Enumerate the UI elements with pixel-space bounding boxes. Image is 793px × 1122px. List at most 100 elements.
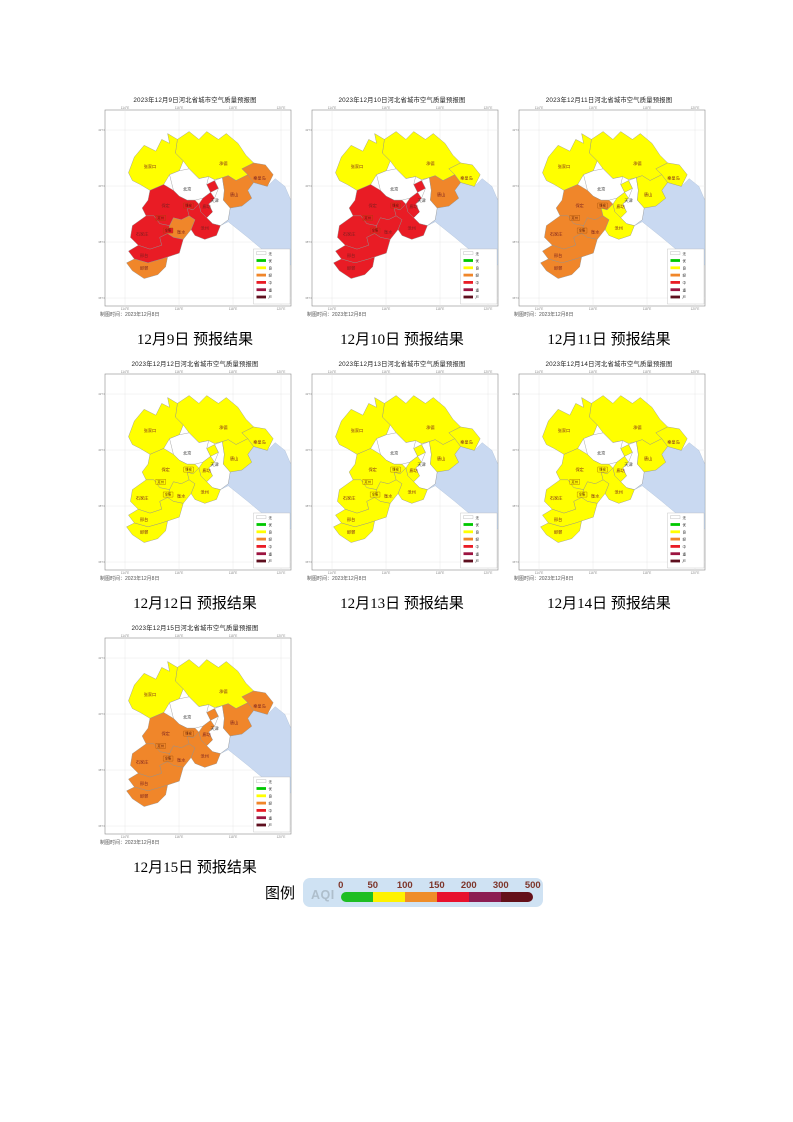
x-tick-label: 114°E [121, 307, 129, 311]
x-tick-label: 116°E [589, 307, 597, 311]
mini-legend-chip [463, 545, 473, 548]
region-label-langfang: 廊坊 [617, 203, 625, 210]
region-label-tianjin: 天津 [210, 197, 218, 204]
mini-legend-chip [463, 266, 473, 270]
region-label-tangshan: 唐山 [644, 191, 652, 198]
mini-legend-label: 良 [476, 265, 480, 270]
x-tick-label: 116°E [175, 835, 183, 839]
mini-legend-chip [670, 281, 680, 284]
region-label-box-xiongan [183, 202, 194, 209]
region-label-tangshan: 唐山 [230, 719, 238, 726]
mini-legend-chip [463, 281, 473, 284]
region-qinhuangdao [241, 162, 274, 187]
x-tick-label: 114°E [535, 106, 543, 110]
region-label-tianjin: 天津 [417, 461, 425, 468]
aqi-segment [340, 892, 373, 902]
region-label-hengshui: 衡水 [591, 228, 600, 235]
region-label-box-xiongan [183, 466, 194, 473]
region-label-zhangjiakou: 张家口 [144, 427, 157, 434]
mini-legend-label: 无 [269, 516, 273, 520]
mini-legend-chip [256, 559, 266, 563]
mini-legend-label: 良 [269, 793, 273, 798]
region-label-baoding: 保定 [575, 202, 583, 209]
region-zhangjiakou [542, 133, 598, 191]
mini-legend-chip [256, 537, 266, 541]
mini-legend-chip [463, 559, 473, 563]
mini-legend-label: 重 [683, 287, 687, 292]
region-label-box-xinji [577, 491, 588, 498]
mini-legend-label: 严 [269, 824, 273, 828]
hebei-aqi-map: 114°E 114°E 116°E 116°E 118°E 118°E 120°E 120°E… [305, 370, 499, 575]
region-handan [333, 520, 375, 543]
mini-legend-chip [670, 273, 680, 277]
mini-legend-label: 良 [269, 265, 273, 270]
map-title: 2023年12月14日河北省城市空气质量预报图 [545, 361, 673, 368]
region-label-beijing: 北京 [183, 185, 191, 192]
mini-legend-chip [256, 545, 266, 548]
mini-legend-chip [256, 801, 266, 805]
region-label-box-xinji [577, 227, 588, 234]
mini-legend-chip [256, 809, 266, 812]
y-tick-label: 40°N [512, 448, 518, 452]
region-label-xinji: 辛集 [165, 756, 172, 761]
y-tick-label: 38°N [305, 240, 311, 244]
region-label-box-dingzhou [155, 743, 166, 749]
region-zhangjiakou [128, 397, 184, 455]
aqi-tick: 500 [524, 880, 541, 891]
region-langfang-exclave [206, 180, 219, 193]
aqi-tick: 200 [460, 880, 477, 891]
region-label-langfang: 廊坊 [410, 467, 418, 474]
region-tangshan [222, 702, 254, 737]
y-tick-label: 40°N [305, 184, 311, 188]
region-label-box-xinji [163, 491, 174, 498]
region-label-dingzhou: 定州 [364, 215, 371, 220]
region-tangshan [636, 438, 668, 473]
region-label-qinhuangdao: 秦皇岛 [460, 439, 473, 446]
x-tick-label: 114°E [328, 571, 336, 575]
x-tick-label: 114°E [121, 571, 129, 575]
mini-legend-chip [256, 523, 266, 526]
mini-legend-chip [256, 779, 267, 783]
aqi-ticks: 0 50 100 150 200 300 500 [338, 880, 541, 892]
region-label-qinhuangdao: 秦皇岛 [253, 439, 266, 446]
mini-legend-label: 中 [269, 808, 273, 813]
region-handan [333, 256, 375, 279]
mini-legend-label: 严 [476, 296, 480, 300]
region-label-box-dingzhou [155, 215, 166, 221]
map-caption: 12月11日 预报结果 [547, 332, 671, 348]
mini-legend-chip [463, 251, 474, 255]
mini-legend-label: 重 [269, 815, 273, 820]
mini-legend-label: 中 [683, 544, 687, 549]
mini-legend-label: 轻 [269, 801, 273, 806]
region-langfang-exclave [620, 444, 633, 457]
mini-legend-label: 中 [269, 280, 273, 285]
region-label-qinhuangdao: 秦皇岛 [460, 175, 473, 182]
region-label-hengshui: 衡水 [177, 492, 186, 499]
region-label-xiongan: 雄安 [599, 203, 606, 208]
y-tick-label: 36°N [305, 296, 311, 300]
y-tick-label: 36°N [305, 560, 311, 564]
x-tick-label: 116°E [589, 106, 597, 110]
x-tick-label: 114°E [535, 307, 543, 311]
x-tick-label: 120°E [277, 307, 286, 311]
region-label-shijiazhuang: 石家庄 [343, 230, 356, 237]
region-handan [540, 256, 582, 279]
mini-legend-label: 优 [683, 258, 687, 263]
x-tick-label: 118°E [229, 106, 237, 110]
region-label-hengshui: 衡水 [591, 492, 600, 499]
y-tick-label: 36°N [512, 296, 518, 300]
region-label-box-xinji [370, 491, 381, 498]
mini-legend-label: 无 [683, 516, 687, 520]
region-label-tianjin: 天津 [210, 461, 218, 468]
region-label-shijiazhuang: 石家庄 [550, 494, 563, 501]
aqi-segment [500, 892, 533, 902]
region-label-hengshui: 衡水 [384, 492, 393, 499]
region-handan [126, 256, 168, 279]
mini-legend-chip [670, 530, 680, 534]
aqi-tick: 100 [396, 880, 413, 891]
x-tick-label: 116°E [589, 571, 597, 575]
region-label-shijiazhuang: 石家庄 [343, 494, 356, 501]
region-label-dingzhou: 定州 [571, 479, 578, 484]
region-label-xinji: 辛集 [165, 228, 172, 233]
y-tick-label: 38°N [512, 504, 518, 508]
